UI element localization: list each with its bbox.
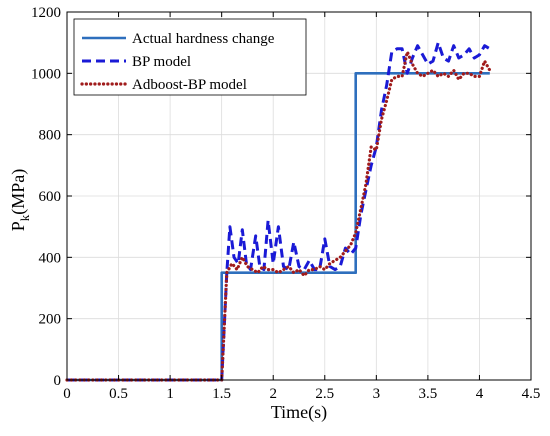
legend-item-bp: BP model (82, 54, 191, 70)
x-tick-label: 3.5 (419, 386, 438, 402)
x-tick-label: 0 (63, 386, 71, 402)
y-axis-label-unit: (MPa) (8, 169, 29, 215)
series-line-bp (67, 41, 491, 382)
x-tick-label: 0.5 (109, 386, 128, 402)
series-line-adboost (65, 50, 492, 382)
legend: Actual hardness change BP model Adboost-… (73, 18, 307, 96)
y-axis-label-subscript: k (17, 214, 32, 221)
x-axis-label: Time(s) (271, 402, 327, 423)
ticks: 0 0.5 1 1.5 2 2.5 3 3.5 4 4.5 0 200 400 600 800 1000 120… (31, 5, 540, 402)
y-tick-label: 0 (54, 373, 62, 389)
y-tick-label: 1000 (31, 66, 61, 82)
x-tick-label: 4.5 (522, 386, 541, 402)
x-tick-label: 1 (166, 386, 174, 402)
x-tick-label: 2 (269, 386, 277, 402)
x-tick-label: 4 (476, 386, 484, 402)
y-tick-label: 400 (39, 250, 62, 266)
legend-label-adboost: Adboost-BP model (132, 77, 247, 93)
y-tick-label: 800 (39, 128, 62, 144)
x-tick-label: 3 (373, 386, 381, 402)
y-tick-label: 1200 (31, 5, 61, 21)
y-axis-label-main: P (8, 221, 28, 231)
y-tick-label: 600 (39, 189, 62, 205)
legend-label-actual: Actual hardness change (132, 31, 275, 47)
x-tick-label: 1.5 (212, 386, 231, 402)
y-axis-label: Pk(MPa) (8, 169, 32, 232)
y-tick-label: 200 (39, 312, 62, 328)
legend-item-actual: Actual hardness change (82, 31, 275, 47)
legend-label-bp: BP model (132, 54, 191, 70)
legend-box (73, 18, 307, 96)
x-tick-label: 2.5 (315, 386, 334, 402)
legend-item-adboost: Adboost-BP model (80, 77, 247, 93)
